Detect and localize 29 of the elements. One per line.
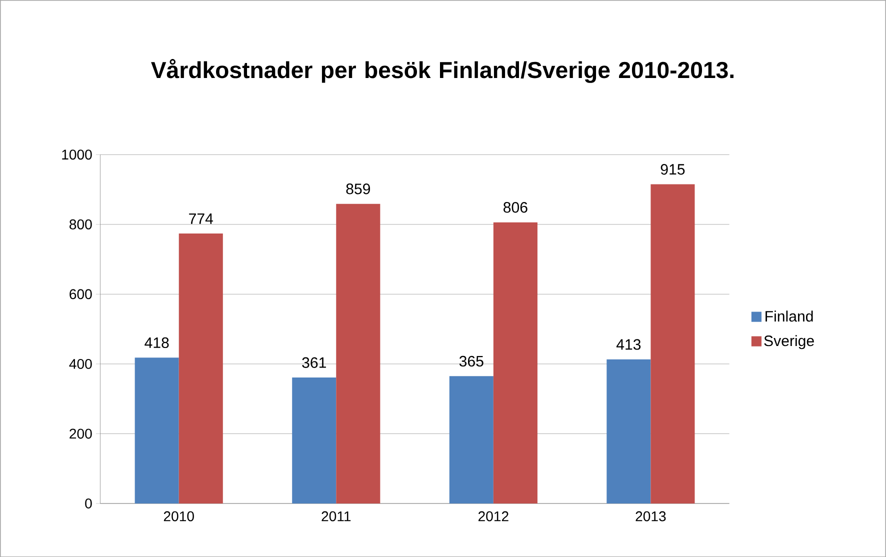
data-label: 915 [660, 164, 685, 175]
y-tick-label: 600 [70, 289, 92, 299]
y-tick-label: 0 [85, 498, 92, 508]
data-label: 418 [144, 337, 169, 348]
data-label: 361 [302, 357, 326, 368]
x-tick-label: 2011 [322, 511, 351, 522]
data-label: 859 [346, 183, 370, 194]
bar [134, 358, 179, 504]
x-tick-label: 2013 [636, 511, 666, 522]
bar [650, 184, 695, 504]
bar [493, 222, 538, 504]
bar [292, 377, 336, 504]
legend-label: Finland [766, 310, 813, 322]
y-tick-label: 400 [69, 358, 92, 369]
x-tick-label: 2012 [478, 511, 508, 522]
x-tick-label: 2010 [164, 511, 194, 522]
bar [606, 359, 651, 504]
bar [449, 376, 494, 504]
bar [336, 204, 380, 504]
y-tick-label: 200 [70, 428, 92, 439]
data-label: 365 [459, 356, 484, 366]
chart-title: Vårdkostnader per besök Finland/Sverige 2010-2013. [151, 58, 734, 83]
data-label: 806 [504, 202, 528, 213]
y-tick-label: 1000 [62, 149, 92, 160]
data-label: 413 [616, 338, 641, 350]
data-label: 774 [189, 213, 214, 224]
bar [178, 233, 223, 504]
legend-label: Sverige [764, 334, 814, 349]
y-tick-label: 800 [70, 219, 92, 230]
